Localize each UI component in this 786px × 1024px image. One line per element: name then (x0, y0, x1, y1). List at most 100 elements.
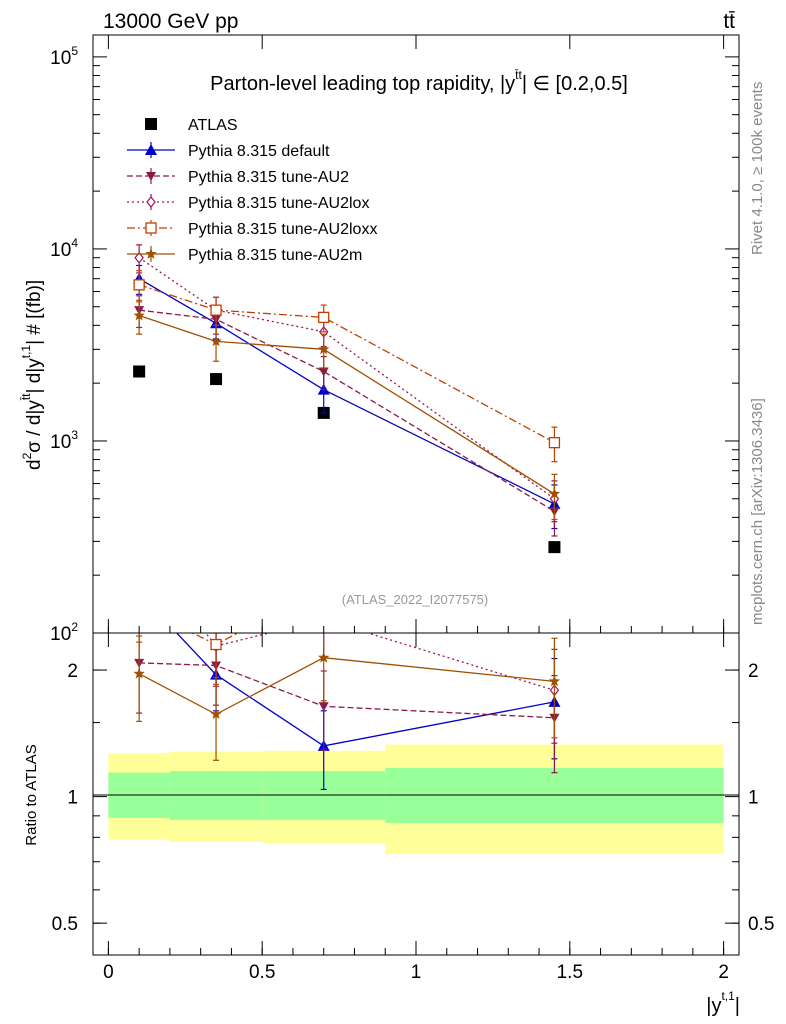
legend-marker-ATLAS (145, 118, 157, 130)
legend-label-AU2m: Pythia 8.315 tune-AU2m (188, 247, 362, 264)
mcplots-label: mcplots.cern.ch [arXiv:1306.3436] (749, 398, 766, 625)
ratio-point-AU2loxx (319, 583, 329, 593)
series-line-AU2loxx (138, 284, 555, 444)
tick-exponent: 4 (71, 236, 78, 250)
svg-text:d2σ / d|yt̄t| d|yt,1| # [(fb)]: d2σ / d|yt̄t| d|yt,1| # [(fb)] (19, 280, 45, 470)
series-line-default (138, 278, 555, 505)
ratio-point-AU2m (318, 651, 330, 663)
legend-marker-AU2loxx (145, 222, 157, 234)
chart-title: Parton-level leading top rapidity, |yt̄t… (210, 68, 628, 95)
point-AU2m (133, 309, 145, 321)
legend-entry-AU2lox: Pythia 8.315 tune-AU2lox (127, 194, 369, 212)
lower-y-tick-label-left: 1 (67, 788, 78, 809)
ratio-point-AU2loxx (549, 563, 559, 573)
ratio-series-AU2lox (135, 543, 560, 744)
tick-base: 10 (50, 48, 71, 69)
series-AU2 (134, 295, 560, 537)
legend-marker-AU2 (146, 172, 156, 181)
ratio-point-AU2m (548, 675, 561, 687)
legend-entry-AU2m: Pythia 8.315 tune-AU2m (127, 246, 362, 264)
ratio-ylabel: Ratio to ATLAS (23, 744, 40, 845)
upper-y-tick-label: 102 (50, 620, 78, 645)
tick-exponent: 5 (71, 44, 78, 58)
legend-label-AU2lox: Pythia 8.315 tune-AU2lox (188, 195, 369, 212)
ylabel-sigma: σ / d|y (24, 400, 45, 453)
xlabel-main: |y (706, 995, 721, 1017)
legend-entry-AU2: Pythia 8.315 tune-AU2 (127, 168, 349, 186)
upper-y-tick-label: 103 (50, 428, 78, 453)
band-inner (169, 771, 263, 820)
legend-entry-default: Pythia 8.315 default (127, 142, 330, 160)
series-AU2m (133, 299, 561, 521)
ratio-line-AU2m (138, 657, 555, 716)
point-AU2loxx (133, 279, 145, 291)
point-ATLAS (133, 365, 146, 378)
uncertainty-bands (108, 744, 724, 855)
point-AU2loxx (210, 304, 222, 316)
tick-exponent: 2 (71, 620, 78, 634)
title-tail: | ∈ [0.2,0.5] (522, 73, 628, 95)
legend-label-default: Pythia 8.315 default (188, 143, 330, 160)
x-tick-label: 0.5 (249, 962, 275, 983)
upper-marks (133, 244, 561, 554)
point-ATLAS (210, 373, 223, 386)
ylabel-mid: | d|y (24, 358, 45, 394)
watermark: (ATLAS_2022_I2077575) (342, 592, 488, 607)
point-ATLAS (548, 541, 561, 554)
ratio-line-AU2 (139, 662, 555, 719)
lower-panel: 0.5 0.5 1 1 2 2 0 0.5 1 1.5 2 Ratio to ATLAS |yt,1… (23, 543, 774, 1017)
legend-entry-ATLAS: ATLAS (145, 117, 238, 134)
ratio-point-AU2loxx (134, 602, 144, 612)
ratio-series-AU2m (133, 633, 561, 761)
lower-axes: 0.5 0.5 1 1 2 2 0 0.5 1 1.5 2 (52, 626, 774, 983)
series-line-AU2lox (138, 257, 555, 500)
title-main: Parton-level leading top rapidity, |y (210, 73, 515, 95)
title-sup: t̄t (515, 68, 523, 82)
ratio-series-AU2loxx (134, 563, 559, 685)
tick-exponent: 3 (71, 428, 78, 442)
series-line-AU2m (138, 314, 555, 495)
band-inner (385, 767, 724, 824)
ratio-point-AU2lox (135, 543, 143, 553)
ylabel-sup2: 2 (20, 452, 34, 459)
rivet-label: Rivet 4.1.0, ≥ 100k events (749, 82, 766, 255)
series-line-AU2 (139, 309, 555, 512)
tick-base: 10 (50, 240, 71, 261)
x-tick-label: 2 (718, 962, 729, 983)
ratio-point-AU2m (133, 667, 145, 679)
legend-label-AU2: Pythia 8.315 tune-AU2 (188, 169, 349, 186)
x-tick-label: 0 (103, 962, 114, 983)
ylabel-tail: | # [(fb)] (24, 280, 45, 345)
point-AU2 (318, 367, 329, 377)
series-ATLAS (133, 365, 561, 554)
ratio-point-AU2 (318, 702, 329, 712)
ratio-line-default (175, 633, 555, 747)
upper-y-tick-label: 104 (50, 236, 78, 261)
ratio-point-AU2m (210, 708, 222, 720)
legend-marker-AU2m (145, 248, 157, 259)
series-AU2loxx (133, 270, 561, 463)
point-AU2loxx (548, 436, 561, 449)
beam-label: 13000 GeV pp (103, 10, 238, 33)
upper-y-tick-label: 105 (50, 44, 78, 69)
ylabel-sup-tt: t̄t (19, 393, 33, 401)
ratio-point-AU2lox (320, 614, 328, 624)
ratio-point-AU2loxx (210, 638, 222, 651)
point-AU2m (318, 343, 330, 355)
legend-marker-default (145, 144, 157, 155)
series-default (133, 264, 561, 530)
legend-marker-AU2lox (146, 196, 156, 208)
lower-y-tick-label-left: 0.5 (52, 914, 78, 935)
ylabel-sup-t1: t,1 (19, 345, 33, 359)
legend-label-AU2loxx: Pythia 8.315 tune-AU2loxx (188, 221, 377, 238)
point-AU2m (210, 335, 222, 347)
lower-y-tick-label-right: 0.5 (748, 914, 774, 935)
point-AU2loxx (318, 311, 330, 324)
svg-text:Parton-level leading top rapid: Parton-level leading top rapidity, |yt̄t… (210, 68, 628, 95)
ylabel-d: d (24, 459, 45, 470)
y-axis-label: d2σ / d|yt̄t| d|yt,1| # [(fb)] (19, 280, 45, 470)
xlabel-tail: | (735, 995, 740, 1017)
